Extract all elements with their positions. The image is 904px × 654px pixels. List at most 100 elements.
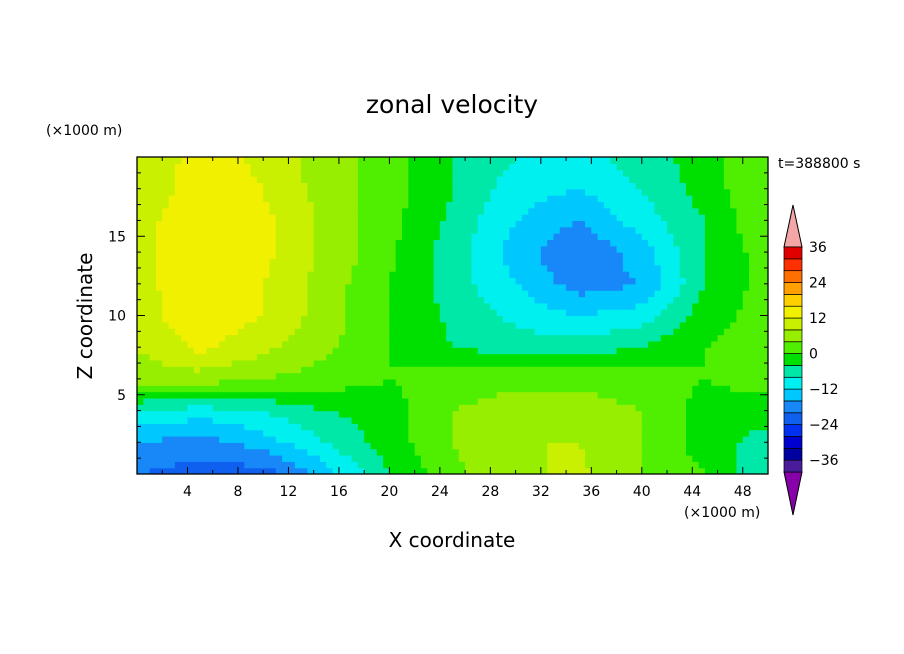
field-cell: [250, 410, 258, 418]
field-cell: [155, 391, 163, 399]
field-cell: [559, 423, 567, 431]
field-cell: [357, 410, 365, 418]
field-cell: [679, 201, 687, 209]
field-cell: [402, 340, 409, 348]
field-cell: [730, 334, 738, 342]
field-cell: [667, 429, 674, 437]
field-cell: [692, 397, 700, 405]
field-cell: [515, 239, 523, 247]
field-cell: [250, 353, 258, 361]
field-cell: [648, 366, 656, 374]
field-cell: [200, 347, 208, 355]
field-cell: [181, 391, 189, 399]
field-cell: [547, 220, 555, 228]
field-cell: [458, 226, 466, 234]
field-cell: [534, 397, 542, 405]
field-cell: [168, 461, 176, 469]
field-cell: [477, 353, 485, 361]
field-cell: [597, 429, 605, 437]
field-cell: [685, 296, 693, 304]
field-cell: [439, 163, 447, 171]
field-cell: [711, 353, 719, 361]
field-cell: [212, 207, 220, 215]
field-cell: [427, 340, 435, 348]
field-cell: [155, 423, 163, 431]
field-cell: [250, 359, 258, 367]
field-cell: [610, 372, 618, 380]
field-cell: [420, 454, 428, 462]
field-cell: [597, 448, 605, 456]
field-cell: [351, 454, 359, 462]
field-cell: [326, 214, 334, 221]
field-cell: [484, 353, 491, 361]
field-cell: [484, 283, 491, 291]
field-cell: [414, 404, 422, 412]
field-cell: [143, 347, 151, 355]
field-cell: [667, 182, 674, 190]
field-cell: [408, 397, 416, 405]
field-cell: [502, 207, 510, 215]
field-cell: [572, 404, 580, 412]
field-cell: [484, 378, 491, 386]
field-cell: [755, 188, 763, 196]
field-cell: [685, 467, 693, 474]
field-cell: [597, 340, 605, 348]
field-cell: [629, 328, 637, 336]
field-cell: [477, 214, 485, 221]
field-cell: [187, 416, 195, 424]
field-cell: [326, 347, 334, 355]
field-cell: [629, 340, 637, 348]
field-cell: [244, 245, 252, 253]
field-cell: [446, 429, 454, 437]
field-cell: [591, 176, 599, 183]
field-cell: [736, 429, 744, 437]
field-cell: [307, 290, 315, 298]
field-cell: [250, 277, 258, 285]
field-cell: [357, 347, 365, 355]
field-cell: [338, 321, 346, 329]
field-cell: [219, 315, 226, 323]
field-cell: [761, 410, 768, 418]
field-cell: [181, 467, 189, 474]
field-cell: [749, 334, 756, 342]
field-cell: [181, 353, 189, 361]
field-cell: [711, 416, 719, 424]
field-cell: [452, 353, 460, 361]
field-cell: [540, 201, 548, 209]
field-cell: [685, 454, 693, 462]
field-cell: [528, 328, 536, 336]
field-cell: [313, 296, 321, 304]
field-cell: [282, 271, 290, 279]
field-cell: [553, 334, 561, 342]
field-cell: [345, 283, 353, 291]
field-cell: [433, 214, 441, 221]
field-cell: [402, 372, 409, 380]
field-cell: [250, 239, 258, 247]
field-cell: [294, 429, 302, 437]
field-cell: [168, 328, 176, 336]
field-cell: [749, 277, 756, 285]
field-cell: [521, 359, 529, 367]
field-cell: [736, 423, 744, 431]
field-cell: [269, 429, 277, 437]
field-cell: [502, 169, 510, 177]
field-cell: [458, 404, 466, 412]
field-cell: [389, 404, 397, 412]
field-cell: [395, 188, 403, 196]
field-cell: [566, 290, 573, 298]
field-cell: [528, 435, 536, 443]
field-cell: [502, 353, 510, 361]
field-cell: [471, 334, 479, 342]
field-cell: [275, 283, 283, 291]
field-cell: [458, 239, 466, 247]
field-cell: [477, 404, 485, 412]
field-cell: [641, 359, 649, 367]
field-cell: [143, 195, 151, 202]
field-cell: [559, 372, 567, 380]
field-cell: [420, 353, 428, 361]
field-cell: [704, 258, 712, 266]
field-cell: [155, 277, 163, 285]
field-cell: [761, 290, 768, 298]
field-cell: [351, 435, 359, 443]
field-cell: [351, 321, 359, 329]
